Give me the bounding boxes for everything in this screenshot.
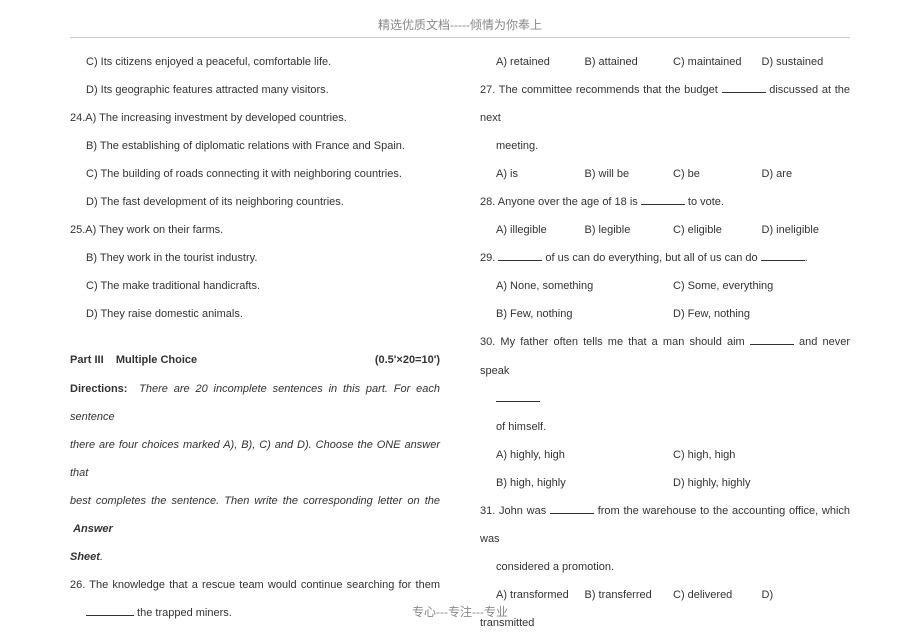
q28-opt-a: A) illegible [496,216,585,244]
q27-options: A) is B) will be C) be D) are [480,160,850,188]
q26-opt-b: B) attained [585,48,674,76]
part-name: Multiple Choice [116,354,197,366]
q28-opt-b: B) legible [585,216,674,244]
q24-option-c: C) The building of roads connecting it w… [70,160,440,188]
q29-text-c: . [805,252,808,264]
q30-line3: of himself. [480,413,850,441]
q29-text-a: 29. [480,252,498,264]
page-footer: 专心---专注---专业 [0,603,920,620]
part-num: Part III [70,354,104,366]
q28-text-a: 28. Anyone over the age of 18 is [480,196,641,208]
header-divider [70,37,850,38]
q25-option-c: C) The make traditional handicrafts. [70,272,440,300]
directions-1: Directions: There are 20 incomplete sent… [70,375,440,431]
q28-options: A) illegible B) legible C) eligible D) i… [480,216,850,244]
q24-option-d: D) The fast development of its neighbori… [70,188,440,216]
left-column: C) Its citizens enjoyed a peaceful, comf… [70,48,440,637]
q27-line1: 27. The committee recommends that the bu… [480,76,850,132]
q27-opt-d: D) are [762,160,851,188]
dir-period: . [100,551,103,563]
right-column: A) retained B) attained C) maintained D)… [480,48,850,637]
directions-text-3: best completes the sentence. Then write … [70,495,440,507]
q30-blank1 [750,336,794,346]
q28-line1: 28. Anyone over the age of 18 is to vote… [480,188,850,216]
q27-blank [722,83,766,93]
q29-opt-c: C) Some, everything [673,272,850,300]
q29-opt-a: A) None, something [496,272,673,300]
q27-opt-a: A) is [496,160,585,188]
q26-line1: 26. The knowledge that a rescue team wou… [70,571,440,599]
q31-blank [550,504,594,514]
directions-label: Directions: [70,383,127,395]
q30-line1: 30. My father often tells me that a man … [480,328,850,384]
part-heading: Part III Multiple Choice (0.5'×20=10') [70,346,440,374]
q30-opt-d: D) highly, highly [673,469,850,497]
q26-opt-a: A) retained [496,48,585,76]
q30-opt-c: C) high, high [673,441,850,469]
q30-blank2 [496,392,540,402]
q27-text-a: 27. The committee recommends that the bu… [480,84,722,96]
part-title: Part III Multiple Choice [70,346,197,374]
answer-word-b: Answer [73,523,113,535]
q31-line2: considered a promotion. [480,553,850,581]
q27-line2: meeting. [480,132,850,160]
q26-opt-d: D) sustained [762,48,851,76]
page-container: C) Its citizens enjoyed a peaceful, comf… [0,48,920,637]
q25-option-b: B) They work in the tourist industry. [70,244,440,272]
part-points: (0.5'×20=10') [375,346,440,374]
q29-blank1 [498,251,542,261]
q30-line2 [480,385,850,413]
q29-opt-b: B) Few, nothing [496,300,673,328]
q31-text-a: 31. John was [480,505,550,517]
q28-blank [641,195,685,205]
q24-lead: 24.A) The increasing investment by devel… [70,104,440,132]
q29-options-row1: A) None, something C) Some, everything [480,272,850,300]
q23-option-c: C) Its citizens enjoyed a peaceful, comf… [70,48,440,76]
q24-option-b: B) The establishing of diplomatic relati… [70,132,440,160]
q28-opt-d: D) ineligible [762,216,851,244]
q30-options-row2: B) high, highly D) highly, highly [480,469,850,497]
directions-3: best completes the sentence. Then write … [70,487,440,543]
q28-opt-c: C) eligible [673,216,762,244]
q30-text-a: 30. My father often tells me that a man … [480,336,750,348]
q30-opt-a: A) highly, high [496,441,673,469]
q29-line1: 29. of us can do everything, but all of … [480,244,850,272]
q30-opt-b: B) high, highly [496,469,673,497]
q29-text-b: of us can do everything, but all of us c… [542,252,760,264]
q28-text-b: to vote. [685,196,724,208]
q27-opt-b: B) will be [585,160,674,188]
q29-blank2 [761,251,805,261]
q23-option-d: D) Its geographic features attracted man… [70,76,440,104]
q29-options-row2: B) Few, nothing D) Few, nothing [480,300,850,328]
q27-opt-c: C) be [673,160,762,188]
directions-4: Sheet. [70,543,440,571]
q29-opt-d: D) Few, nothing [673,300,850,328]
q26-options: A) retained B) attained C) maintained D)… [480,48,850,76]
q25-option-d: D) They raise domestic animals. [70,300,440,328]
q26-opt-c: C) maintained [673,48,762,76]
page-header: 精选优质文档-----倾情为你奉上 [0,0,920,37]
q25-lead: 25.A) They work on their farms. [70,216,440,244]
directions-2: there are four choices marked A), B), C)… [70,431,440,487]
q31-line1: 31. John was from the warehouse to the a… [480,497,850,553]
sheet-word: Sheet [70,551,100,563]
q30-options-row1: A) highly, high C) high, high [480,441,850,469]
